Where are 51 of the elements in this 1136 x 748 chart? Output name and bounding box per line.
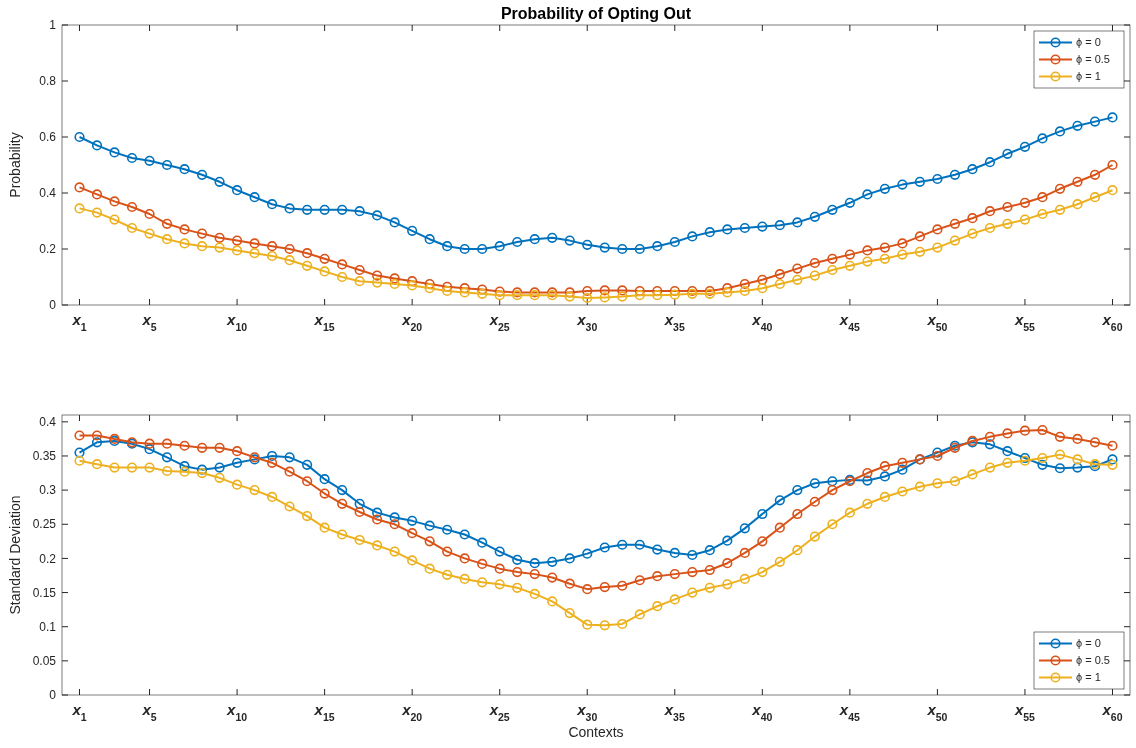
y-tick-label: 0.4 xyxy=(39,415,57,430)
legend-label: ϕ = 0.5 xyxy=(1076,654,1110,667)
legend-label: ϕ = 0.5 xyxy=(1076,53,1110,66)
x-tick-label: x$_{30}$ xyxy=(576,701,598,723)
y-tick-label: 0.05 xyxy=(32,654,57,669)
x-tick-label: x$_{5}$ xyxy=(141,311,157,333)
legend-label: ϕ = 0 xyxy=(1076,36,1101,49)
x-tick-label: x$_{1}$ xyxy=(71,701,87,723)
y-tick-label: 0.2 xyxy=(39,242,57,257)
y-axis-title: Probability xyxy=(7,132,23,198)
y-tick-label: 0.6 xyxy=(39,130,57,145)
x-tick-label: x$_{40}$ xyxy=(751,701,773,723)
y-tick-label: 0.25 xyxy=(32,517,57,532)
x-tick-label: x$_{15}$ xyxy=(313,311,335,333)
y-tick-label: 0.3 xyxy=(39,483,57,498)
y-tick-label: 1 xyxy=(49,18,57,33)
x-tick-label: x$_{40}$ xyxy=(751,311,773,333)
x-tick-label: x$_{20}$ xyxy=(401,701,423,723)
x-tick-label: x$_{1}$ xyxy=(71,311,87,333)
x-tick-label: x$_{45}$ xyxy=(838,311,861,333)
x-tick-label: x$_{55}$ xyxy=(1013,311,1036,333)
chart-title: Probability of Opting Out xyxy=(500,5,692,22)
y-tick-label: 0.2 xyxy=(39,551,57,566)
x-tick-label: x$_{5}$ xyxy=(141,701,157,723)
x-tick-label: x$_{20}$ xyxy=(401,311,423,333)
x-tick-label: x$_{60}$ xyxy=(1101,311,1123,333)
x-tick-label: x$_{10}$ xyxy=(226,311,248,333)
x-tick-label: x$_{30}$ xyxy=(576,311,598,333)
y-tick-label: 0.8 xyxy=(39,74,57,89)
x-tick-label: x$_{15}$ xyxy=(313,701,335,723)
x-axis-title: Contexts xyxy=(568,724,624,740)
y-tick-label: 0 xyxy=(49,688,57,703)
y-tick-label: 0.15 xyxy=(32,585,57,600)
y-tick-label: 0.4 xyxy=(39,186,57,201)
x-tick-label: x$_{25}$ xyxy=(488,701,510,723)
x-tick-label: x$_{50}$ xyxy=(926,311,948,333)
y-axis-title: Standard Deviation xyxy=(7,495,23,615)
x-tick-label: x$_{60}$ xyxy=(1101,701,1123,723)
x-tick-label: x$_{35}$ xyxy=(663,311,685,333)
x-tick-label: x$_{10}$ xyxy=(226,701,248,723)
x-tick-label: x$_{50}$ xyxy=(926,701,948,723)
legend-label: ϕ = 1 xyxy=(1076,671,1101,684)
y-tick-label: 0.1 xyxy=(39,619,57,634)
x-tick-label: x$_{45}$ xyxy=(838,701,861,723)
x-tick-label: x$_{55}$ xyxy=(1013,701,1036,723)
y-tick-label: 0 xyxy=(49,298,57,313)
x-tick-label: x$_{35}$ xyxy=(663,701,685,723)
x-tick-label: x$_{25}$ xyxy=(488,311,510,333)
legend-label: ϕ = 0 xyxy=(1076,637,1101,650)
y-tick-label: 0.35 xyxy=(32,449,57,464)
legend-label: ϕ = 1 xyxy=(1076,70,1101,83)
